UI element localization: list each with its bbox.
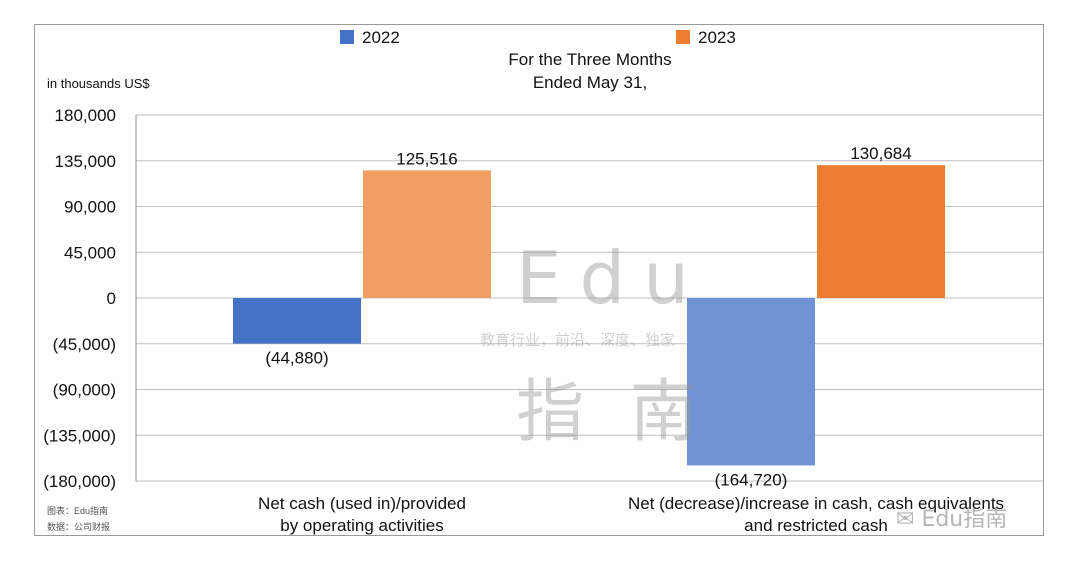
- chart-source-credit: 图表：Edu指南: [47, 506, 109, 516]
- watermark-cn-name: 指 南: [516, 373, 710, 452]
- watermark-brand: Edu: [516, 236, 707, 320]
- legend-label-2023: 2023: [698, 28, 736, 47]
- chart-frame: [34, 24, 1044, 536]
- watermark-social: ✉ Edu指南: [896, 501, 1007, 533]
- y-tick-label: (135,000): [43, 426, 116, 445]
- legend-label-2022: 2022: [362, 28, 400, 47]
- legend-swatch-2023: [676, 30, 690, 44]
- y-tick-label: 90,000: [64, 198, 116, 217]
- data-label-2022-0: (44,880): [265, 349, 328, 368]
- bar-2023-1: [817, 165, 945, 298]
- y-tick-label: (180,000): [43, 472, 116, 491]
- chart-title-line-1: For the Three Months: [508, 50, 672, 69]
- y-tick-label: 180,000: [55, 106, 116, 125]
- wechat-icon: ✉: [896, 507, 915, 532]
- category-label: and restricted cash: [744, 516, 888, 535]
- data-label-2023-0: 125,516: [396, 149, 457, 168]
- bar-2022-1: [687, 298, 815, 466]
- category-label: Net cash (used in)/provided: [258, 494, 466, 513]
- y-tick-label: (45,000): [53, 335, 116, 354]
- y-tick-label: (90,000): [53, 381, 116, 400]
- bar-2023-0: [363, 170, 491, 298]
- category-label: Net (decrease)/increase in cash, cash eq…: [628, 494, 1004, 513]
- data-label-2022-1: (164,720): [715, 470, 788, 489]
- y-axis-unit-label: in thousands US$: [47, 76, 150, 91]
- y-tick-label: 45,000: [64, 243, 116, 262]
- watermark-social-label: Edu指南: [921, 507, 1008, 532]
- watermark-tagline: 教育行业，前沿、深度、独家: [480, 331, 676, 349]
- category-label: by operating activities: [280, 516, 443, 535]
- chart-title-line-2: Ended May 31,: [532, 73, 648, 92]
- data-source-credit: 数据：公司财报: [47, 522, 111, 532]
- legend-swatch-2022: [340, 30, 354, 44]
- bar-2022-0: [233, 298, 361, 344]
- y-tick-label: 135,000: [55, 152, 116, 171]
- data-label-2023-1: 130,684: [850, 144, 911, 163]
- y-tick-label: 0: [107, 289, 116, 308]
